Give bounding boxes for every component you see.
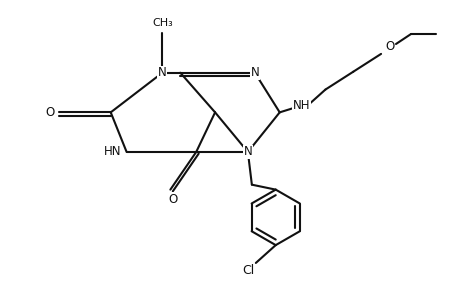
Text: CH₃: CH₃ bbox=[152, 18, 173, 28]
Text: O: O bbox=[385, 40, 394, 53]
Text: O: O bbox=[168, 193, 178, 206]
Text: HN: HN bbox=[104, 146, 121, 158]
Text: Cl: Cl bbox=[241, 264, 253, 278]
Text: N: N bbox=[243, 146, 252, 158]
Text: N: N bbox=[250, 66, 259, 79]
Text: NH: NH bbox=[292, 99, 310, 112]
Text: O: O bbox=[45, 106, 55, 119]
Text: N: N bbox=[158, 66, 167, 79]
